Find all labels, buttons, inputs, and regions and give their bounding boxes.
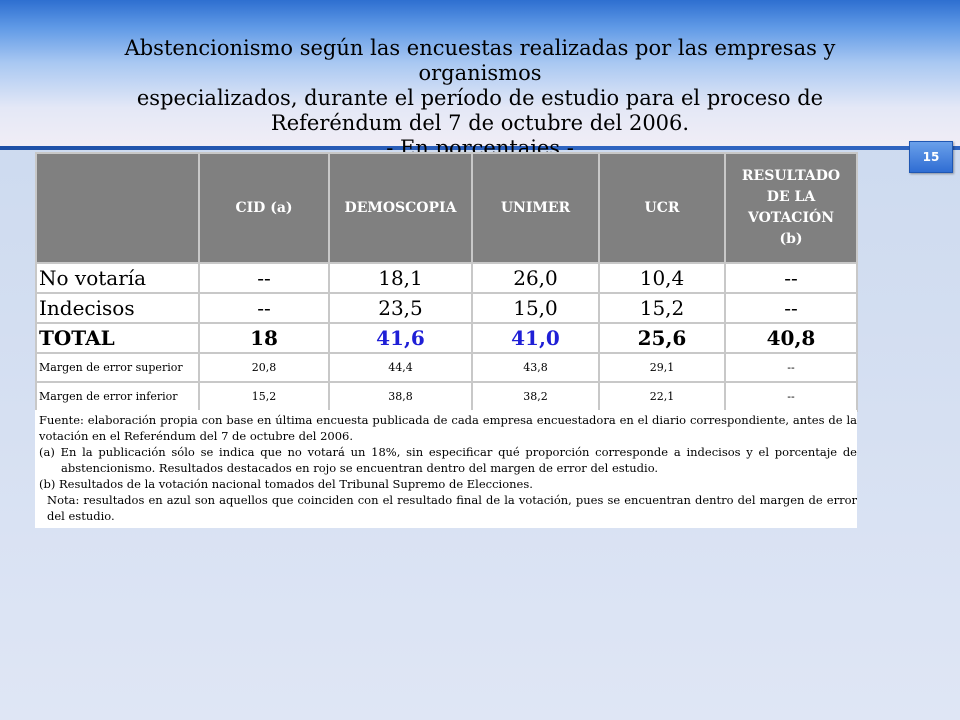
source-note: Fuente: elaboración propia con base en ú… [39,413,857,443]
cell-ucr: 22,1 [598,381,726,412]
cell-unimer: 38,2 [471,381,600,412]
cell-cid: -- [198,262,330,294]
header-resultado: RESULTADO DE LA VOTACIÓN (b) [724,152,858,264]
header-resultado-line: VOTACIÓN [747,210,834,226]
cell-ucr: 15,2 [598,292,726,324]
cell-demoscopia: 41,6 [328,322,473,354]
notes-box: Fuente: elaboración propia con base en ú… [35,410,857,528]
cell-unimer: 43,8 [471,352,600,383]
cell-ucr: 25,6 [598,322,726,354]
header-resultado-line: DE LA [766,189,816,205]
table-row: No votaría -- 18,1 26,0 10,4 -- [35,262,858,294]
page-number-badge: 15 [909,141,953,173]
cell-resultado: -- [724,352,858,383]
cell-demoscopia: 38,8 [328,381,473,412]
cell-unimer: 26,0 [471,262,600,294]
header-corner [35,152,200,264]
cell-demoscopia: 44,4 [328,352,473,383]
header-band [0,0,960,150]
cell-resultado: -- [724,262,858,294]
header-resultado-line: RESULTADO [741,168,841,184]
cell-resultado: -- [724,381,858,412]
cell-ucr: 10,4 [598,262,726,294]
slide-title: Abstencionismo según las encuestas reali… [60,36,900,161]
abstention-table: CID (a) DEMOSCOPIA UNIMER UCR RESULTADO … [35,152,858,412]
table-row: Margen de error inferior 15,2 38,8 38,2 … [35,381,858,412]
footnote-a: (a) En la publicación sólo se indica que… [39,445,857,475]
table-header-row: CID (a) DEMOSCOPIA UNIMER UCR RESULTADO … [35,152,858,264]
cell-demoscopia: 18,1 [328,262,473,294]
title-line-3: Referéndum del 7 de octubre del 2006. [270,111,690,135]
cell-ucr: 29,1 [598,352,726,383]
table-row: Indecisos -- 23,5 15,0 15,2 -- [35,292,858,324]
table-row-total: TOTAL 18 41,6 41,0 25,6 40,8 [35,322,858,354]
header-unimer: UNIMER [471,152,600,264]
header-divider [0,146,960,150]
header-ucr: UCR [598,152,726,264]
row-label: Margen de error inferior [35,381,200,412]
cell-cid: 20,8 [198,352,330,383]
row-label: Indecisos [35,292,200,324]
header-resultado-line: (b) [779,231,803,247]
cell-resultado: 40,8 [724,322,858,354]
footnote-b: (b) Resultados de la votación nacional t… [39,477,533,491]
cell-cid: 15,2 [198,381,330,412]
row-label: Margen de error superior [35,352,200,383]
row-label: No votaría [35,262,200,294]
title-line-1: Abstencionismo según las encuestas reali… [124,36,836,85]
row-label: TOTAL [35,322,200,354]
cell-demoscopia: 23,5 [328,292,473,324]
cell-resultado: -- [724,292,858,324]
header-demoscopia: DEMOSCOPIA [328,152,473,264]
blue-results-note: Nota: resultados en azul son aquellos qu… [47,493,857,523]
header-cid: CID (a) [198,152,330,264]
title-line-2: especializados, durante el período de es… [136,86,824,110]
cell-cid: -- [198,292,330,324]
table-row: Margen de error superior 20,8 44,4 43,8 … [35,352,858,383]
cell-unimer: 15,0 [471,292,600,324]
cell-unimer: 41,0 [471,322,600,354]
cell-cid: 18 [198,322,330,354]
